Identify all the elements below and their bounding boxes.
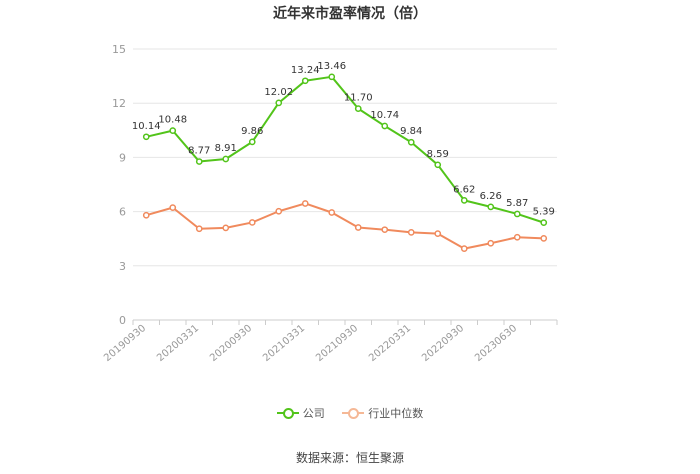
series-line-industry-median xyxy=(145,202,544,250)
data-point-company xyxy=(248,138,256,146)
data-point-company xyxy=(434,161,442,169)
data-label-company: 10.74 xyxy=(370,110,399,121)
y-tick-label: 15 xyxy=(112,43,126,56)
data-point-company xyxy=(328,73,336,81)
data-label-company: 6.26 xyxy=(480,191,502,202)
data-point-company xyxy=(407,138,415,146)
data-point-company xyxy=(354,105,362,112)
legend-label-industry-median: 行业中位数 xyxy=(368,407,424,420)
x-tick-label: 20220930 xyxy=(420,323,466,364)
legend-item-industry-median[interactable]: 行业中位数 xyxy=(342,405,423,421)
data-label-company: 5.87 xyxy=(506,198,528,209)
data-point-industry-median xyxy=(513,233,521,241)
x-tick-label: 20210331 xyxy=(261,323,307,364)
y-tick-label: 6 xyxy=(119,206,126,219)
data-point-industry-median xyxy=(407,229,415,236)
data-point-company xyxy=(540,219,548,226)
x-tick-label: 20210930 xyxy=(314,323,360,364)
data-point-company xyxy=(487,203,495,211)
data-point-company xyxy=(169,127,177,135)
legend-label-company: 公司 xyxy=(302,407,325,420)
y-tick-label: 12 xyxy=(112,97,126,110)
data-point-industry-median xyxy=(142,211,150,219)
data-label-company: 13.24 xyxy=(291,65,320,76)
data-label-company: 8.59 xyxy=(427,149,449,160)
data-point-industry-median xyxy=(381,226,389,234)
data-point-industry-median xyxy=(195,225,203,233)
data-point-industry-median xyxy=(222,224,230,232)
legend: 公司 行业中位数 xyxy=(0,405,700,421)
x-tick-label: 20220331 xyxy=(367,323,413,364)
data-point-company xyxy=(381,122,389,130)
data-point-company xyxy=(275,99,283,107)
data-label-company: 8.77 xyxy=(188,146,210,157)
data-point-company xyxy=(195,158,203,165)
data-label-company: 9.86 xyxy=(241,126,263,137)
data-point-company xyxy=(142,133,150,141)
data-point-industry-median xyxy=(301,200,309,207)
data-label-company: 5.39 xyxy=(533,207,555,218)
data-label-company: 6.62 xyxy=(453,184,475,195)
data-label-company: 9.84 xyxy=(400,126,422,137)
data-point-industry-median xyxy=(540,234,548,242)
data-point-industry-median xyxy=(487,239,495,247)
data-point-company xyxy=(301,77,309,85)
data-point-industry-median xyxy=(354,224,362,231)
series-line-company xyxy=(146,75,545,224)
data-label-company: 12.02 xyxy=(264,87,293,98)
data-label-company: 10.48 xyxy=(158,115,187,126)
data-label-company: 11.70 xyxy=(344,93,373,104)
data-point-industry-median xyxy=(248,219,256,226)
x-tick-label: 20190930 xyxy=(102,323,148,364)
data-point-industry-median xyxy=(169,204,177,211)
legend-company-marker-icon xyxy=(276,408,299,419)
x-tick-label: 20200930 xyxy=(208,323,254,364)
data-label-company: 10.14 xyxy=(132,121,161,132)
y-tick-label: 9 xyxy=(119,151,126,164)
data-point-industry-median xyxy=(434,230,442,237)
data-point-industry-median xyxy=(328,209,336,216)
x-tick-label: 20230630 xyxy=(473,323,519,364)
legend-industry-marker-icon xyxy=(342,408,365,419)
data-point-company xyxy=(460,197,468,204)
x-tick-label: 20200331 xyxy=(155,323,201,364)
data-point-industry-median xyxy=(460,245,468,252)
chart-title: 近年来市盈率情况（倍） xyxy=(273,6,427,22)
y-tick-label: 3 xyxy=(119,260,126,273)
data-source: 数据来源：恒生聚源 xyxy=(295,451,404,465)
data-label-company: 13.46 xyxy=(317,61,346,72)
data-label-company: 8.91 xyxy=(215,143,237,154)
y-tick-label: 0 xyxy=(119,314,126,327)
data-point-industry-median xyxy=(275,207,283,215)
data-point-company xyxy=(513,210,521,218)
data-point-company xyxy=(222,155,230,163)
legend-item-company[interactable]: 公司 xyxy=(276,405,325,421)
